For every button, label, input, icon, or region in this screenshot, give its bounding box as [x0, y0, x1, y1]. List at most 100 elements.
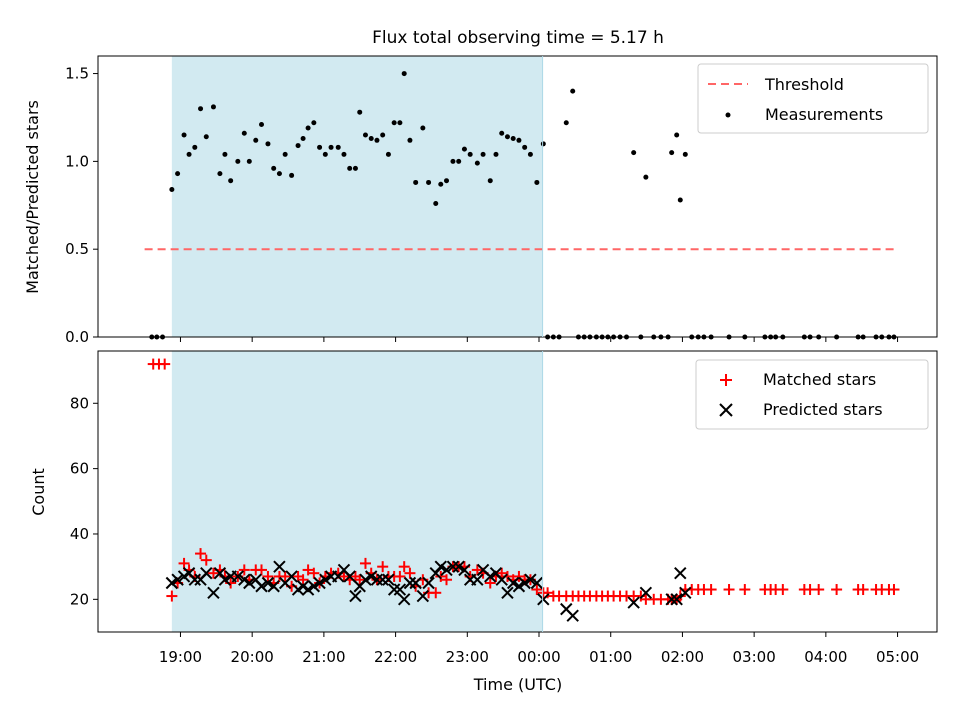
- measurement-point: [317, 144, 323, 150]
- measurement-point: [540, 141, 546, 147]
- measurement-point: [328, 144, 334, 150]
- measurement-point: [258, 121, 264, 127]
- predicted-star-marker: [285, 570, 298, 583]
- top-legend-box: [697, 63, 929, 134]
- measurement-point: [534, 179, 540, 185]
- measurement-point: [407, 137, 413, 143]
- measurement-point: [413, 179, 419, 185]
- marker-stroke: [476, 563, 490, 577]
- predicted-star-marker: [387, 583, 401, 596]
- matched-star-marker: [888, 584, 900, 596]
- measurement-point: [322, 151, 328, 157]
- marker-stroke: [365, 570, 378, 583]
- predicted-star-marker: [403, 576, 417, 590]
- marker-stroke: [349, 589, 362, 603]
- marker-stroke: [452, 560, 465, 573]
- marker-stroke: [301, 583, 315, 596]
- predicted-star-marker: [665, 593, 678, 606]
- predicted-star-marker: [434, 560, 447, 573]
- x-tick-label: 23:00: [446, 648, 489, 666]
- predicted-star-marker: [518, 576, 531, 590]
- matched-star-marker: [496, 567, 508, 579]
- x-tick-label: 20:00: [231, 648, 274, 666]
- marker-stroke: [422, 576, 435, 590]
- marker-stroke: [359, 573, 372, 586]
- predicted-star-marker: [200, 566, 213, 580]
- measurement-point: [289, 172, 295, 178]
- marker-stroke: [255, 580, 268, 593]
- matched-star-marker: [159, 358, 171, 370]
- legend-matched-label: Matched stars: [763, 370, 876, 389]
- predicted-star-marker: [537, 593, 550, 606]
- x-tick-label: 22:00: [374, 648, 417, 666]
- marker-stroke: [296, 580, 310, 593]
- marker-stroke: [231, 570, 245, 583]
- x-tick-label: 04:00: [804, 648, 847, 666]
- measurement-point: [677, 197, 683, 203]
- marker-stroke: [471, 573, 484, 586]
- measurement-point: [222, 151, 228, 157]
- marker-stroke: [319, 573, 332, 586]
- matched-star-marker: [441, 574, 453, 586]
- predicted-star-marker: [273, 560, 286, 573]
- matched-star-marker: [777, 584, 789, 596]
- marker-stroke: [267, 580, 280, 593]
- x-tick-label: 01:00: [589, 648, 632, 666]
- predicted-star-marker: [422, 576, 435, 590]
- matched-star-marker: [542, 587, 554, 599]
- predicted-star-marker: [670, 593, 683, 606]
- measurement-point: [682, 151, 688, 157]
- predicted-star-marker: [506, 576, 520, 590]
- predicted-star-marker: [243, 576, 256, 590]
- predicted-star-marker: [307, 580, 321, 593]
- measurement-point: [504, 134, 510, 140]
- measurement-point: [235, 158, 241, 164]
- marker-stroke: [416, 589, 430, 603]
- predicted-star-marker: [674, 566, 687, 580]
- measurement-point: [669, 150, 675, 156]
- matched-star-marker: [404, 567, 416, 579]
- measurement-point: [181, 132, 187, 138]
- measurement-point: [282, 151, 288, 157]
- measurement-point: [467, 151, 473, 157]
- marker-stroke: [537, 593, 550, 606]
- measurement-point: [368, 136, 374, 142]
- predicted-star-marker: [188, 573, 202, 586]
- predicted-star-marker: [301, 583, 315, 596]
- predicted-star-marker: [409, 576, 422, 590]
- matched-star-marker: [484, 577, 496, 589]
- predicted-star-marker: [639, 586, 653, 599]
- measurement-point: [228, 178, 234, 184]
- matched-star-marker: [813, 584, 825, 596]
- bottom-plot-frame: [97, 350, 938, 633]
- matched-star-marker: [739, 584, 751, 596]
- marker-stroke: [524, 573, 537, 586]
- marker-stroke: [566, 609, 579, 622]
- matched-star-marker: [831, 584, 843, 596]
- top-y-axis: 0.0 0.5 1.0 1.5: [65, 65, 98, 346]
- marker-stroke: [249, 573, 262, 586]
- marker-stroke: [429, 566, 442, 580]
- top-shaded-interval: [171, 56, 543, 337]
- marker-stroke: [409, 576, 422, 590]
- marker-stroke: [393, 583, 407, 596]
- predicted-star-marker: [458, 563, 471, 577]
- measurement-point: [198, 106, 204, 112]
- marker-stroke: [207, 586, 220, 599]
- predicted-star-marker: [343, 570, 356, 583]
- measurement-point: [456, 158, 462, 164]
- marker-stroke: [512, 580, 526, 593]
- marker-stroke: [674, 566, 687, 580]
- predicted-star-marker: [484, 570, 497, 583]
- marker-stroke: [165, 576, 179, 590]
- matched-star-marker: [359, 557, 371, 569]
- measurement-point: [210, 104, 216, 110]
- marker-stroke: [665, 593, 678, 606]
- measurement-point: [357, 109, 363, 115]
- measurement-point: [433, 201, 439, 207]
- top-y-tick-label: 1.0: [65, 152, 89, 170]
- predicted-star-marker: [376, 573, 389, 586]
- marker-stroke: [627, 596, 640, 609]
- measurement-point: [450, 158, 456, 164]
- matched-star-marker: [513, 570, 525, 582]
